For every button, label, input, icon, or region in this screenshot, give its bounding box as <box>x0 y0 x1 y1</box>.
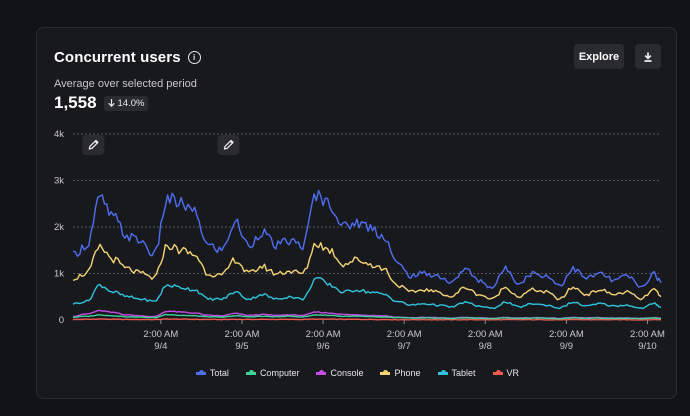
annotation-pencil-button[interactable] <box>217 135 240 155</box>
series-line-vr <box>72 318 662 321</box>
x-tick-time-label: 2:00 AM <box>225 329 260 340</box>
x-tick-date-label: 9/7 <box>398 341 411 352</box>
annotation-pencil-button[interactable] <box>82 135 105 155</box>
series-line-computer <box>72 313 662 320</box>
legend-swatch <box>195 369 206 375</box>
x-tick-date-label: 9/8 <box>479 341 492 352</box>
legend-item-phone[interactable]: Phone <box>380 368 421 378</box>
legend-label: Total <box>209 368 229 378</box>
x-tick-date-label: 9/5 <box>235 341 248 352</box>
legend-swatch <box>316 369 327 375</box>
delta-value: 14.0% <box>117 97 145 109</box>
x-tick-time-label: 2:00 AM <box>143 329 178 340</box>
metric-row: 1,558 14.0% <box>54 93 149 113</box>
legend-label: Console <box>330 368 364 378</box>
legend-swatch <box>380 369 391 375</box>
legend-item-computer[interactable]: Computer <box>245 368 300 378</box>
metric-value: 1,558 <box>54 93 97 112</box>
legend-swatch <box>245 369 256 375</box>
x-tick-time-label: 2:00 AM <box>468 329 503 340</box>
annotation-button-bg <box>217 135 240 155</box>
card-subtitle: Average over selected period <box>54 78 197 90</box>
legend-label: Phone <box>394 368 421 378</box>
y-tick-label: 0 <box>59 315 64 326</box>
download-button[interactable] <box>635 44 661 69</box>
card-header: Concurrent users i <box>54 49 201 66</box>
series-line-phone <box>72 242 662 301</box>
series-line-total <box>72 189 662 289</box>
x-tick-date-label: 9/10 <box>638 341 657 352</box>
concurrent-users-card: Concurrent users i Average over selected… <box>36 27 677 399</box>
pencil-icon <box>88 139 99 150</box>
legend-label: Computer <box>259 368 300 378</box>
x-tick-date-label: 9/4 <box>154 341 167 352</box>
explore-button[interactable]: Explore <box>574 44 624 69</box>
y-tick-label: 1k <box>54 269 64 280</box>
legend-swatch <box>492 369 503 375</box>
pencil-icon <box>223 139 234 150</box>
download-icon <box>644 52 652 62</box>
x-tick-date-label: 9/9 <box>560 341 573 352</box>
legend-item-total[interactable]: Total <box>195 368 229 378</box>
x-tick-time-label: 2:00 AM <box>549 329 584 340</box>
legend-item-console[interactable]: Console <box>316 368 363 378</box>
legend-item-vr[interactable]: VR <box>492 368 520 378</box>
x-tick-time-label: 2:00 AM <box>306 329 341 340</box>
delta-badge: 14.0% <box>103 95 149 111</box>
info-icon[interactable]: i <box>187 51 201 64</box>
legend-item-tablet[interactable]: Tablet <box>437 368 476 378</box>
y-tick-label: 4k <box>54 129 64 140</box>
x-tick-time-label: 2:00 AM <box>387 329 422 340</box>
y-tick-label: 3k <box>54 176 64 187</box>
x-tick-time-label: 2:00 AM <box>630 329 665 340</box>
series-line-tablet <box>72 276 662 310</box>
arrow-down-icon <box>107 99 115 107</box>
chart-legend: Total Computer Console Phone Tablet VR <box>37 368 678 378</box>
legend-label: Tablet <box>451 368 476 378</box>
y-tick-label: 2k <box>54 222 64 233</box>
legend-label: VR <box>506 368 520 378</box>
card-title: Concurrent users <box>54 49 181 66</box>
annotation-button-bg <box>82 135 105 155</box>
x-tick-date-label: 9/6 <box>316 341 329 352</box>
legend-swatch <box>437 369 448 375</box>
